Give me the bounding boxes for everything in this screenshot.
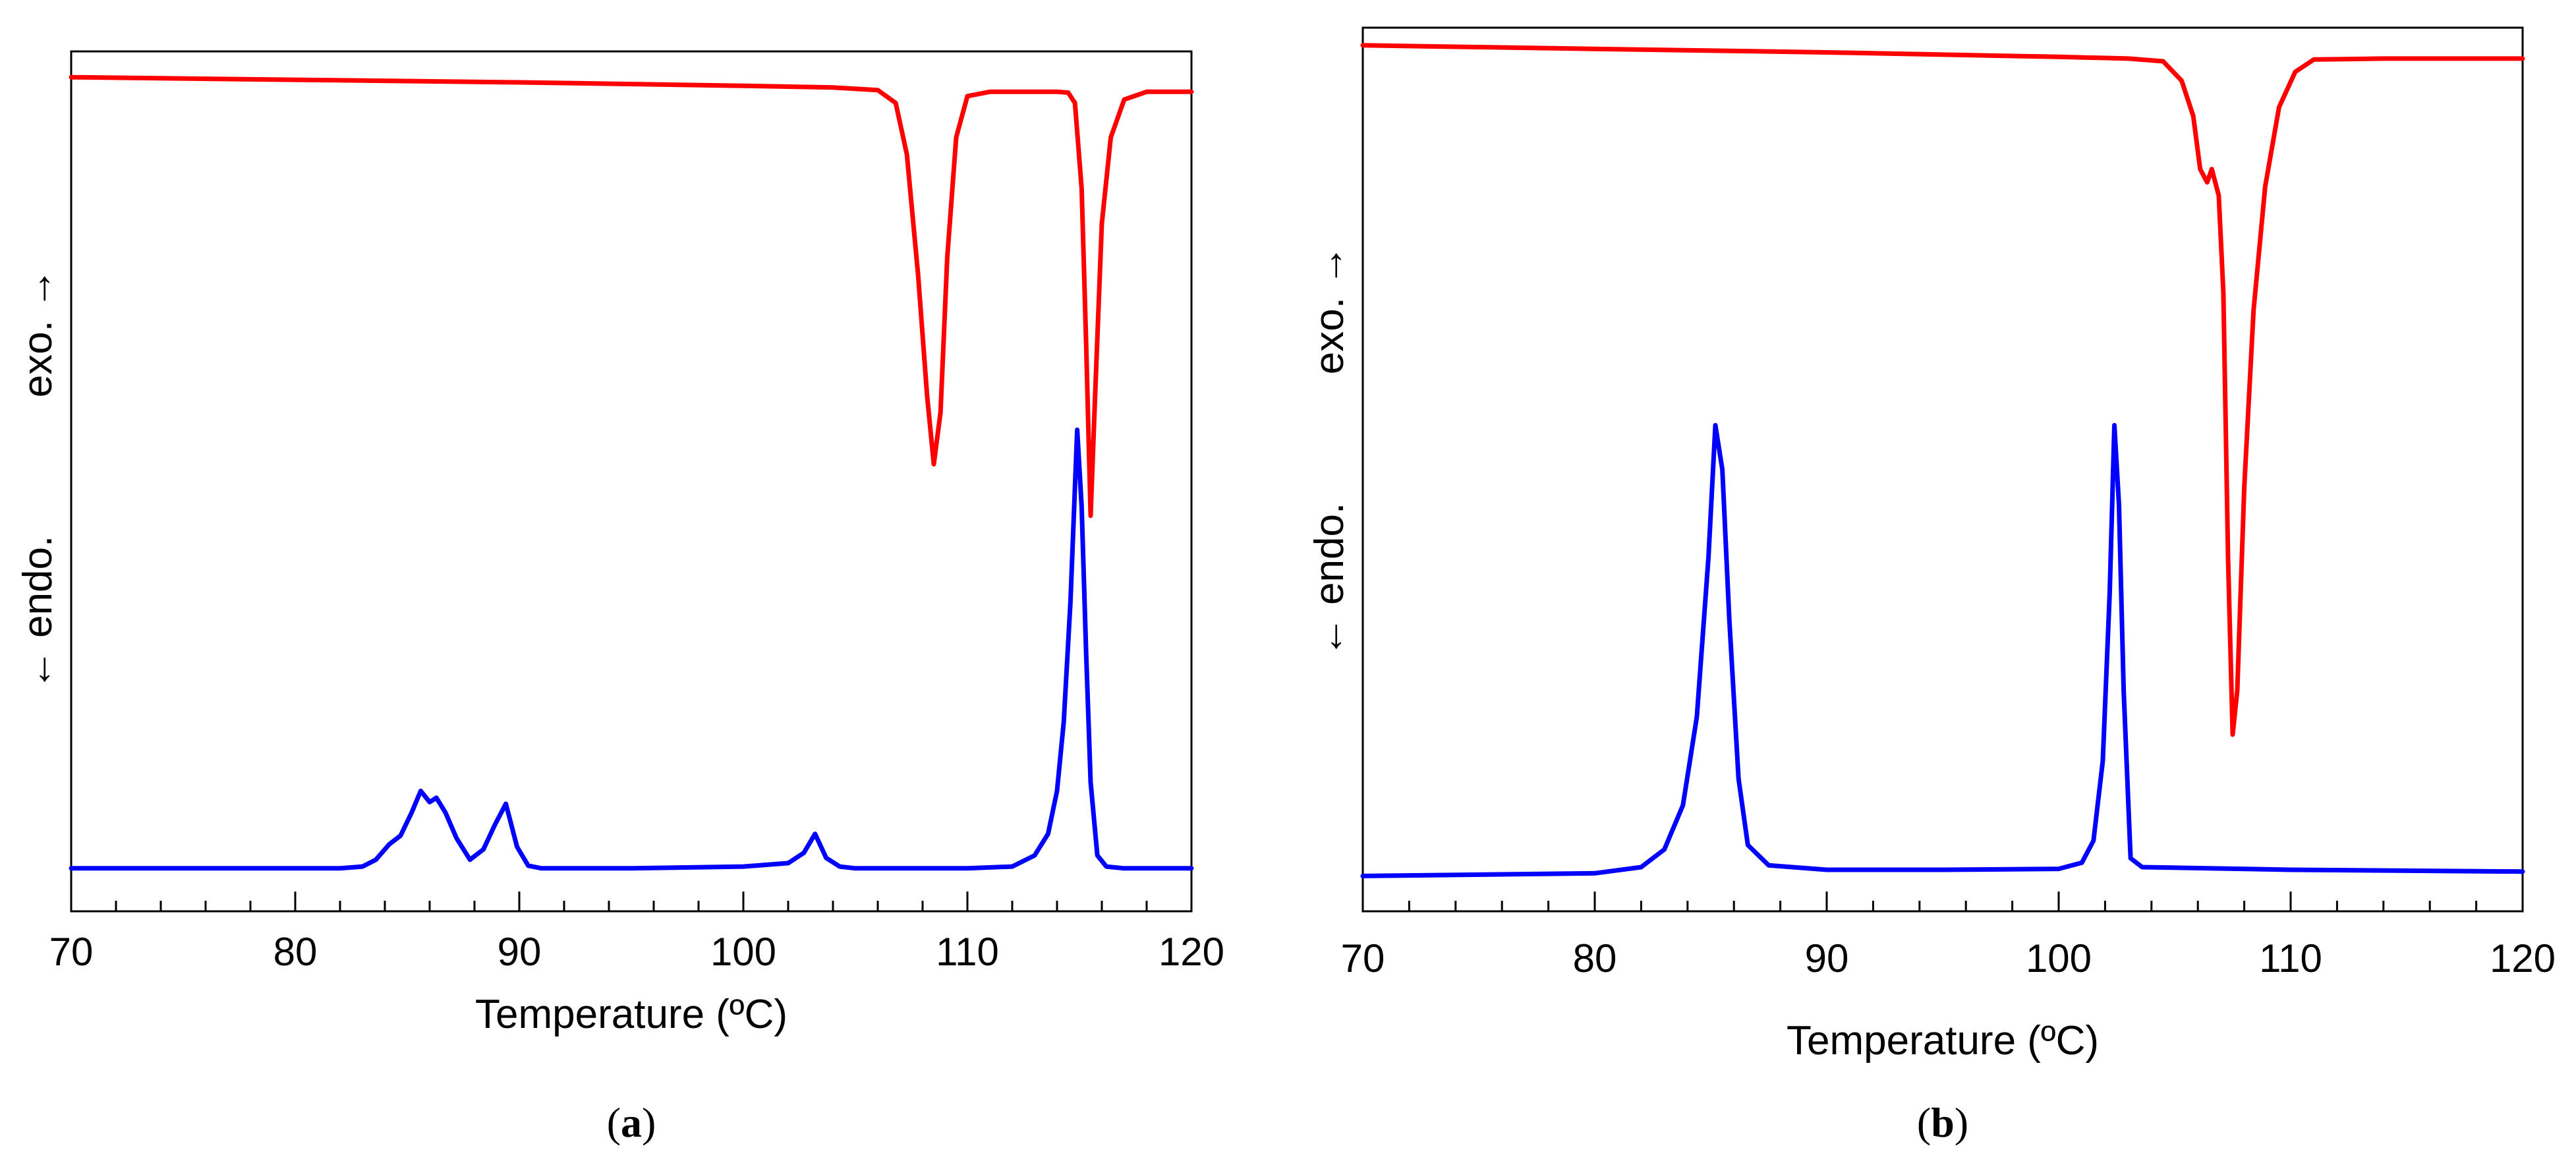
x-tick-label-b: 80: [1573, 936, 1617, 980]
y-axis-label-endo-b: ← endo.: [1307, 503, 1352, 657]
chart-panel-b: 70 80 90 100 110 120 exo. → ← endo. Temperatu…: [1307, 26, 2556, 1146]
x-axis-title-a: Temperature (ºC): [475, 992, 787, 1037]
x-tick-label-b: 110: [2259, 936, 2322, 980]
series-line-cooling-a: [69, 74, 1194, 519]
y-axis-label-exo-b: exo. →: [1307, 245, 1352, 374]
series-group-b: [1360, 43, 2525, 878]
chart-panel-a: 70 80 90 100 110 120 exo. → ← endo. Temperatu…: [15, 50, 1224, 1146]
series-line-heating-a: [69, 427, 1194, 871]
x-tick-label-a: 120: [1159, 930, 1224, 974]
series-line-cooling-b: [1360, 43, 2525, 737]
panel-label-b: (b): [1917, 1099, 1968, 1146]
x-axis-title-b: Temperature (ºC): [1787, 1018, 2099, 1064]
series-line-heating-b: [1360, 422, 2525, 878]
x-tick-label-b: 100: [2026, 936, 2092, 980]
x-tick-label-a: 100: [710, 930, 776, 974]
x-tick-label-b: 90: [1805, 936, 1849, 980]
y-axis-label-endo-a: ← endo.: [15, 536, 61, 690]
x-axis-a: 70 80 90 100 110 120: [49, 892, 1224, 974]
panel-label-a: (a): [607, 1099, 656, 1146]
plot-frame-b: [1361, 26, 2524, 913]
x-tick-label-a: 90: [498, 930, 542, 974]
x-tick-label-b: 120: [2490, 936, 2556, 980]
plot-frame-a: [70, 50, 1193, 913]
x-tick-label-a: 110: [936, 930, 999, 974]
x-axis-b: 70 80 90 100 110 120: [1341, 892, 2556, 980]
x-tick-label-a: 70: [49, 930, 94, 974]
y-axis-label-exo-a: exo. →: [15, 268, 61, 397]
series-group-a: [69, 74, 1194, 871]
x-tick-label-b: 70: [1341, 936, 1385, 980]
x-tick-label-a: 80: [273, 930, 318, 974]
